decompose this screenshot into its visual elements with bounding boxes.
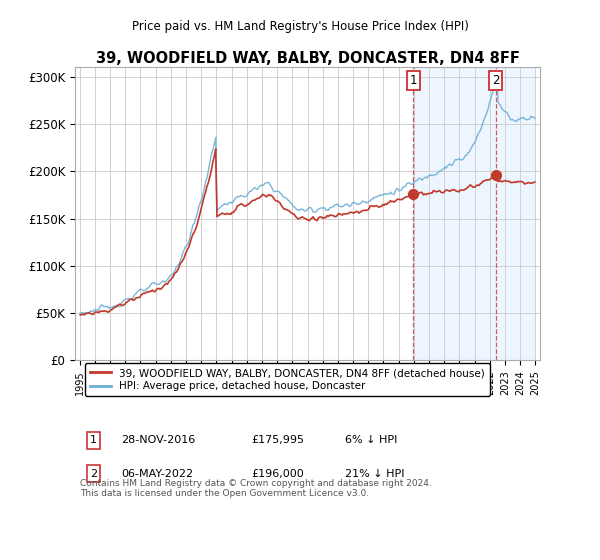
Text: 6% ↓ HPI: 6% ↓ HPI: [344, 436, 397, 445]
Text: Price paid vs. HM Land Registry's House Price Index (HPI): Price paid vs. HM Land Registry's House …: [131, 20, 469, 32]
Text: 2: 2: [90, 469, 97, 479]
Title: 39, WOODFIELD WAY, BALBY, DONCASTER, DN4 8FF: 39, WOODFIELD WAY, BALBY, DONCASTER, DN4…: [95, 51, 520, 66]
Text: £196,000: £196,000: [252, 469, 304, 479]
Text: 2: 2: [492, 74, 499, 87]
Text: Contains HM Land Registry data © Crown copyright and database right 2024.
This d: Contains HM Land Registry data © Crown c…: [80, 479, 431, 498]
Text: 1: 1: [409, 74, 417, 87]
Legend: 39, WOODFIELD WAY, BALBY, DONCASTER, DN4 8FF (detached house), HPI: Average pric: 39, WOODFIELD WAY, BALBY, DONCASTER, DN4…: [85, 363, 490, 396]
Text: 21% ↓ HPI: 21% ↓ HPI: [344, 469, 404, 479]
Text: 1: 1: [90, 436, 97, 445]
Text: £175,995: £175,995: [252, 436, 305, 445]
Text: 06-MAY-2022: 06-MAY-2022: [121, 469, 194, 479]
Text: 28-NOV-2016: 28-NOV-2016: [121, 436, 196, 445]
